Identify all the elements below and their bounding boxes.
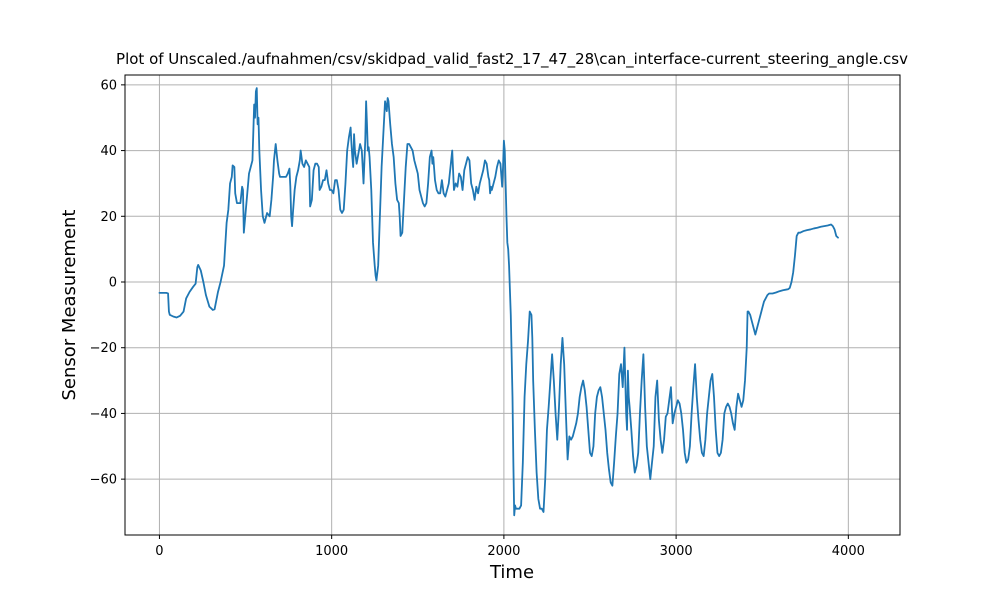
plot-frame bbox=[124, 74, 901, 536]
y-tick-label: 40 bbox=[100, 144, 117, 159]
x-axis-label: Time bbox=[489, 562, 534, 583]
chart-title: Plot of Unscaled./aufnahmen/csv/skidpad_… bbox=[116, 50, 908, 69]
x-tick-label: 4000 bbox=[832, 544, 865, 559]
y-tick-label: −60 bbox=[90, 473, 117, 488]
x-axis-ticks: 0 1000 2000 3000 4000 bbox=[155, 535, 865, 559]
y-tick-label: 60 bbox=[100, 78, 117, 93]
x-tick-label: 0 bbox=[155, 544, 163, 559]
y-tick-label: 0 bbox=[109, 276, 117, 291]
x-tick-label: 1000 bbox=[315, 544, 348, 559]
y-axis-ticks: −60 −40 −20 0 20 40 60 bbox=[90, 78, 125, 488]
y-tick-label: −40 bbox=[90, 407, 117, 422]
x-tick-label: 2000 bbox=[487, 544, 520, 559]
y-axis-label: Sensor Measurement bbox=[59, 210, 80, 401]
series-line-0 bbox=[158, 87, 839, 517]
y-tick-label: −20 bbox=[90, 341, 117, 356]
y-tick-label: 20 bbox=[100, 210, 117, 225]
x-tick-label: 3000 bbox=[660, 544, 693, 559]
series-layer bbox=[158, 87, 839, 517]
